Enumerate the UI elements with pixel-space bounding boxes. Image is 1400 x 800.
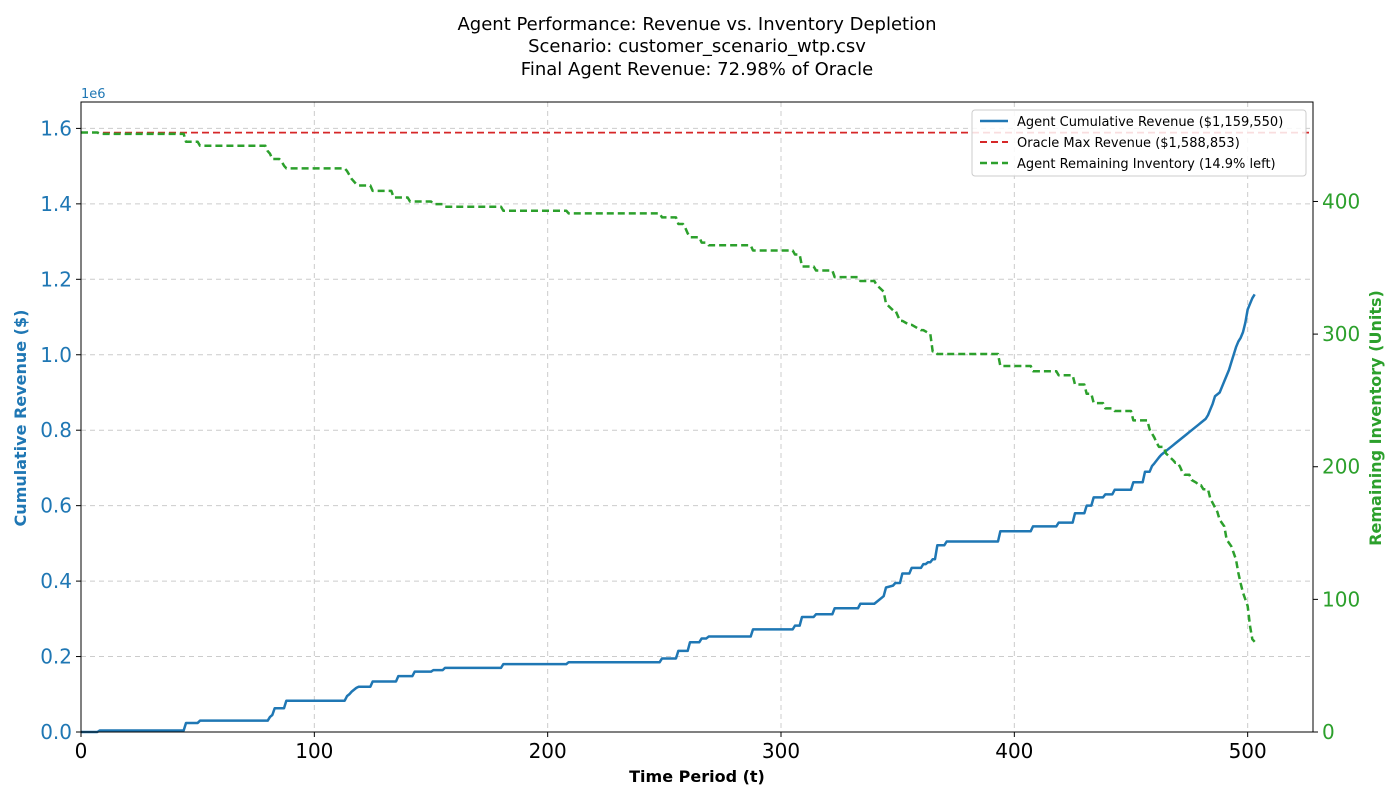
x-tick-label: 500 [1229, 739, 1267, 763]
y-left-tick-label: 1.0 [40, 343, 72, 367]
y-right-axis-label: Remaining Inventory (Units) [1366, 290, 1385, 546]
y-left-tick-label: 1.6 [40, 116, 72, 140]
x-axis-ticks: 0 100 200 300 400 500 [75, 732, 1267, 763]
y-left-tick-label: 0.4 [40, 569, 72, 593]
y-left-tick-label: 0.2 [40, 645, 72, 669]
y-right-tick-label: 0 [1322, 720, 1335, 744]
x-tick-label: 100 [295, 739, 333, 763]
x-tick-label: 0 [75, 739, 88, 763]
series-layer [81, 131, 1313, 734]
y-left-offset-label: 1e6 [81, 87, 106, 102]
x-tick-label: 200 [529, 739, 567, 763]
grid-lines [80, 102, 1313, 733]
legend-label-revenue: Agent Cumulative Revenue ($1,159,550) [1017, 115, 1283, 130]
y-right-tick-label: 300 [1322, 322, 1360, 346]
x-tick-label: 300 [762, 739, 800, 763]
y-left-tick-label: 1.4 [40, 192, 72, 216]
chart-title: Agent Performance: Revenue vs. Inventory… [457, 14, 936, 80]
x-tick-label: 400 [995, 739, 1033, 763]
series-inventory-line [81, 131, 1256, 643]
legend-label-oracle: Oracle Max Revenue ($1,588,853) [1017, 136, 1240, 151]
series-revenue-line [81, 293, 1256, 734]
y-right-tick-label: 100 [1322, 587, 1360, 611]
y-left-tick-label: 0.6 [40, 494, 72, 518]
title-line-1: Agent Performance: Revenue vs. Inventory… [457, 14, 936, 35]
title-line-2: Scenario: customer_scenario_wtp.csv [528, 36, 866, 57]
y-right-tick-label: 400 [1322, 189, 1360, 213]
y-left-axis-label: Cumulative Revenue ($) [11, 310, 30, 527]
title-line-3: Final Agent Revenue: 72.98% of Oracle [521, 59, 873, 80]
y-left-axis-ticks: 0.0 0.2 0.4 0.6 0.8 1.0 1.2 1.4 1.6 [40, 116, 81, 744]
y-right-tick-label: 200 [1322, 455, 1360, 479]
y-left-tick-label: 0.0 [40, 720, 72, 744]
legend: Agent Cumulative Revenue ($1,159,550) Or… [971, 109, 1307, 177]
y-left-tick-label: 1.2 [40, 267, 72, 291]
legend-box [971, 109, 1307, 177]
y-right-axis-ticks: 0 100 200 300 400 [1313, 189, 1360, 744]
x-axis-label: Time Period (t) [629, 767, 765, 786]
legend-label-inventory: Agent Remaining Inventory (14.9% left) [1017, 157, 1276, 172]
y-left-tick-label: 0.8 [40, 418, 72, 442]
plot-area-frame [80, 101, 1314, 733]
